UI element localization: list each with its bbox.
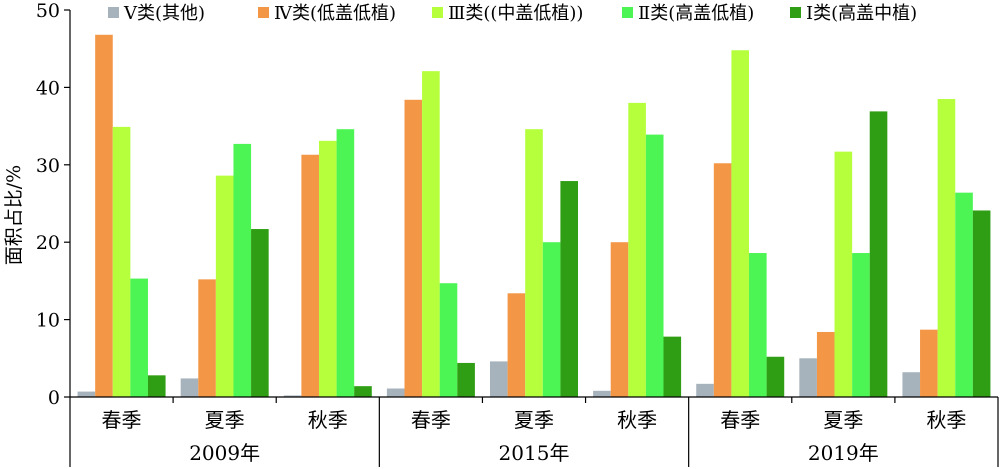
y-tick-label: 10	[36, 310, 60, 332]
legend-swatch-1	[108, 7, 119, 18]
x-category-label: 夏季	[823, 408, 863, 432]
bar-1-5	[490, 361, 508, 397]
bar-1-4	[386, 388, 405, 397]
bar-3-5	[525, 129, 543, 397]
x-category-label: 秋季	[617, 408, 657, 432]
legend-swatch-2	[258, 7, 269, 18]
bar-1-6	[593, 390, 611, 397]
y-tick-label: 30	[36, 155, 60, 177]
bar-1-7	[696, 383, 714, 397]
x-group-label: 2019年	[808, 441, 879, 465]
bar-2-2	[198, 279, 216, 397]
bar-4-5	[542, 242, 561, 397]
bar-2-1	[95, 34, 113, 398]
bar-2-9	[920, 329, 938, 397]
y-tick-label: 40	[36, 77, 60, 99]
bar-4-3	[336, 129, 355, 397]
bar-3-2	[215, 175, 234, 397]
bar-5-1	[147, 375, 166, 397]
bar-2-5	[507, 293, 526, 397]
bar-5-4	[457, 362, 475, 397]
bar-2-6	[610, 242, 629, 397]
bar-5-6	[663, 336, 682, 397]
x-category-label: 春季	[720, 408, 760, 432]
bar-2-3	[301, 154, 319, 397]
bar-2-8	[816, 331, 835, 397]
x-group-label: 2015年	[499, 441, 570, 465]
bar-3-6	[628, 102, 646, 397]
bar-5-7	[766, 356, 785, 397]
bar-5-3	[354, 386, 372, 397]
legend-swatch-3	[432, 7, 443, 18]
legend-label-2: Ⅳ类(低盖低植)	[274, 3, 396, 24]
bars-layer	[77, 34, 991, 398]
legend-swatch-5	[790, 7, 801, 18]
legend-swatch-4	[622, 7, 633, 18]
x-category-label: 夏季	[205, 408, 245, 432]
bar-5-9	[972, 210, 991, 397]
bar-5-5	[560, 181, 578, 397]
axes-layer: 0 10 20 30 40 50 春季 夏季 秋季 春季 夏季 秋季 春季 夏季 秋季 2009年 2015年 2…	[36, 0, 999, 467]
bar-1-8	[799, 358, 817, 397]
bar-4-8	[852, 253, 870, 397]
legend-label-5: Ⅰ类(高盖中植)	[806, 3, 917, 24]
legend-label-3: Ⅲ类((中盖低植))	[448, 3, 583, 24]
bar-2-7	[713, 163, 732, 397]
bar-2-4	[404, 99, 423, 397]
x-group-label: 2009年	[189, 441, 260, 465]
legend: Ⅴ类(其他) Ⅳ类(低盖低植) Ⅲ类((中盖低植)) Ⅱ类(高盖低植) Ⅰ类(高盖中植)	[108, 3, 917, 24]
y-tick-label: 50	[36, 0, 60, 22]
y-axis-label: 面积占比/%	[3, 165, 25, 265]
bar-4-4	[439, 283, 458, 397]
x-category-label: 秋季	[308, 408, 348, 432]
bar-4-1	[130, 278, 148, 397]
x-category-label: 秋季	[926, 408, 966, 432]
bar-3-7	[731, 50, 750, 397]
bar-1-2	[180, 378, 199, 397]
bar-4-9	[955, 192, 973, 397]
bar-5-2	[251, 229, 269, 397]
y-tick-label: 0	[48, 387, 60, 409]
bar-5-8	[869, 111, 888, 397]
legend-label-1: Ⅴ类(其他)	[123, 3, 205, 24]
bar-1-3	[283, 395, 302, 397]
bar-4-6	[645, 134, 664, 398]
legend-label-4: Ⅱ类(高盖低植)	[638, 3, 754, 24]
bar-3-3	[318, 140, 337, 397]
bar-1-9	[902, 372, 921, 397]
y-tick-label: 20	[36, 232, 60, 254]
x-category-label: 夏季	[514, 408, 554, 432]
bar-1-1	[77, 391, 96, 397]
bar-3-4	[422, 71, 440, 398]
bar-3-9	[937, 99, 956, 397]
x-category-label: 春季	[102, 408, 142, 432]
bar-3-8	[834, 151, 853, 397]
bar-3-1	[112, 126, 131, 398]
x-category-label: 春季	[411, 408, 451, 432]
bar-4-7	[749, 253, 767, 397]
bar-4-2	[233, 143, 252, 397]
